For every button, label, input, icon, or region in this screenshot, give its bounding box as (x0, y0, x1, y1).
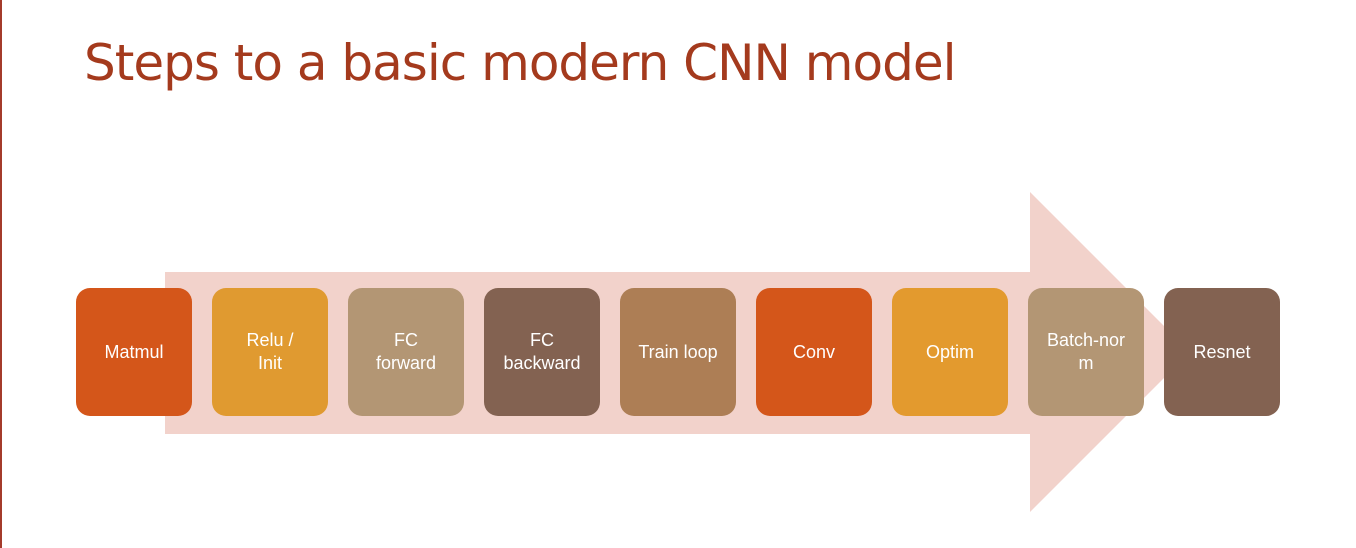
step-label: Relu / Init (246, 330, 294, 373)
step-batch-norm: Batch-nor m (1028, 288, 1144, 416)
step-train-loop: Train loop (620, 288, 736, 416)
step-matmul: Matmul (76, 288, 192, 416)
step-relu-init: Relu / Init (212, 288, 328, 416)
step-label: Optim (925, 341, 974, 362)
left-border-rule (0, 0, 2, 548)
step-fc-forward: FC forward (348, 288, 464, 416)
step-conv: Conv (756, 288, 872, 416)
step-label: Resnet (1193, 341, 1251, 362)
step-label: Matmul (104, 341, 164, 362)
step-optim: Optim (892, 288, 1008, 416)
step-label: FC forward (375, 330, 437, 373)
step-label: Batch-nor m (1046, 330, 1126, 373)
step-label: Conv (792, 341, 836, 362)
slide-title: Steps to a basic modern CNN model (84, 34, 956, 92)
step-label: FC backward (503, 330, 581, 373)
step-label: Train loop (638, 341, 718, 362)
step-fc-backward: FC backward (484, 288, 600, 416)
step-resnet: Resnet (1164, 288, 1280, 416)
